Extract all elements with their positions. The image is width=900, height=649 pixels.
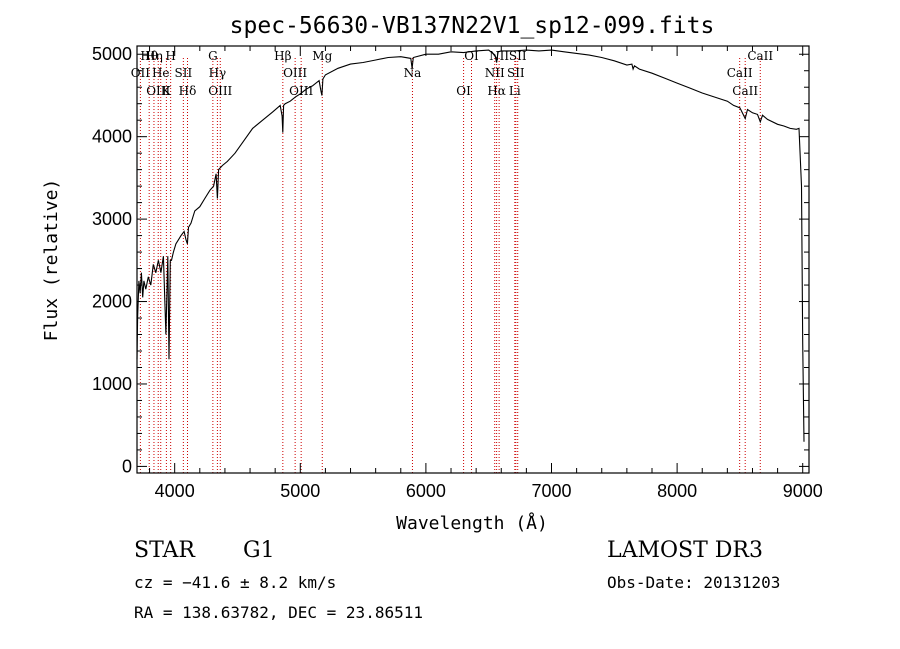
coordinates: RA = 138.63782, DEC = 23.86511 <box>134 603 423 622</box>
chart-title: spec-56630-VB137N22V1_sp12-099.fits <box>230 13 715 39</box>
y-tick-label: 0 <box>122 456 132 476</box>
y-tick-label: 3000 <box>92 209 132 229</box>
spectral-line-label: OI <box>456 84 471 98</box>
y-tick-label: 2000 <box>92 292 132 312</box>
spectral-line-label: He <box>152 66 170 80</box>
spectral-line-label: Mg <box>312 49 332 63</box>
object-class: STAR <box>134 538 195 563</box>
spectral-line-label: NII <box>489 49 509 63</box>
spectral-line-label: Li <box>509 84 521 98</box>
velocity-readout: cz = −41.6 ± 8.2 km/s <box>134 573 337 592</box>
spectrum-line <box>136 49 805 442</box>
spectral-line-label: Na <box>404 66 422 80</box>
spectral-line-label: CaII <box>732 84 758 98</box>
x-tick-label: 5000 <box>280 481 320 501</box>
spectral-line-label: Hη <box>145 49 163 63</box>
spectral-line-label: Hβ <box>274 49 291 63</box>
spectral-line-label: CaII <box>727 66 753 80</box>
x-tick-label: 8000 <box>657 481 697 501</box>
spectral-line-label: Hα <box>487 84 506 98</box>
spectral-line-label: OII <box>131 66 151 80</box>
spectral-line-label: K <box>162 84 172 98</box>
spectral-line-label: Hγ <box>209 66 227 80</box>
obs-date: Obs-Date: 20131203 <box>607 573 781 592</box>
y-tick-label: 1000 <box>92 374 132 394</box>
spectral-line-label: OIII <box>146 84 170 98</box>
spectral-line-label: SII <box>174 66 192 80</box>
x-axis: 4000 5000 6000 7000 8000 9000 <box>149 46 823 501</box>
x-tick-label: 4000 <box>155 481 195 501</box>
spectral-line-label: Hθ <box>140 49 158 63</box>
spectral-line-label: Hδ <box>179 84 197 98</box>
spectral-line-label: OIII <box>208 84 232 98</box>
x-tick-label: 7000 <box>531 481 571 501</box>
spectral-line-label: OIII <box>289 84 313 98</box>
spectral-line-label: SII <box>507 66 525 80</box>
y-axis-title: Flux (relative) <box>41 179 62 342</box>
spectral-line-label: SII <box>509 49 527 63</box>
plot-frame <box>136 45 810 474</box>
spectral-line-label: OIII <box>283 66 307 80</box>
y-tick-label: 5000 <box>92 44 132 64</box>
spectral-line-label: G <box>208 49 218 63</box>
survey-name: LAMOST DR3 <box>607 538 763 563</box>
y-axis: 0 1000 2000 3000 4000 5000 <box>92 44 809 476</box>
spectral-line-label: CaII <box>747 49 773 63</box>
x-tick-label: 6000 <box>406 481 446 501</box>
spectral-line-label: NII <box>485 66 505 80</box>
y-tick-label: 4000 <box>92 127 132 147</box>
spectral-line-labels: Hθ OII OIII Hη He K H SII Hδ G Hγ OIII Hβ OIII OIII Mg N… <box>131 49 774 98</box>
x-tick-label: 9000 <box>783 481 823 501</box>
spectral-line-markers <box>139 58 761 473</box>
spectral-line-label: H <box>165 49 175 63</box>
object-subclass: G1 <box>243 538 275 563</box>
x-axis-title: Wavelength (Å) <box>396 512 548 534</box>
